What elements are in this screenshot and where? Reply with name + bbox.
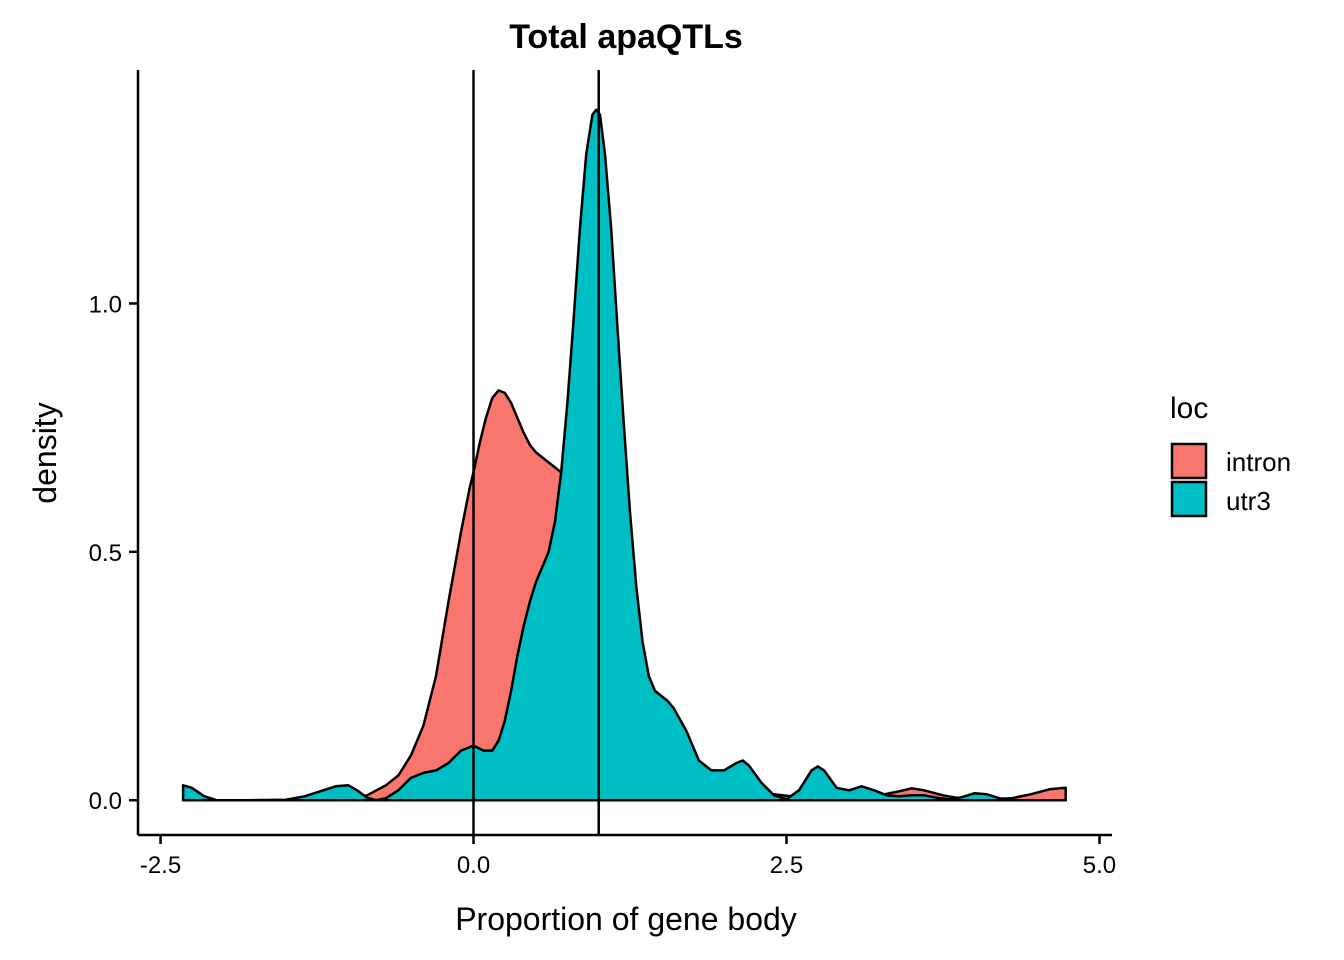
legend-swatch-intron [1170,442,1208,480]
density-areas [181,108,1067,802]
legend-swatch-utr3 [1170,480,1208,518]
legend-label-intron: intron [1226,447,1291,477]
chart-title: Total apaQTLs [509,18,743,56]
y-axis-title: density [27,402,63,503]
legend-label-utr3: utr3 [1226,486,1271,516]
x-axis-title: Proportion of gene body [455,901,797,937]
axes: -2.5 0.0 2.5 5.0 0.0 0.5 1.0 [89,70,1116,879]
y-tick-label-2: 1.0 [89,291,122,318]
legend-title: loc [1170,392,1208,425]
x-tick-label-2: 2.5 [770,852,803,879]
x-tick-label-3: 5.0 [1083,852,1116,879]
legend: loc intron utr3 [1170,392,1291,518]
y-tick-label-1: 0.5 [89,540,122,567]
density-area-utr3 [181,108,1067,802]
x-tick-label-1: 0.0 [457,852,490,879]
reference-lines [472,70,600,835]
x-tick-label-0: -2.5 [140,852,181,879]
y-tick-label-0: 0.0 [89,788,122,815]
